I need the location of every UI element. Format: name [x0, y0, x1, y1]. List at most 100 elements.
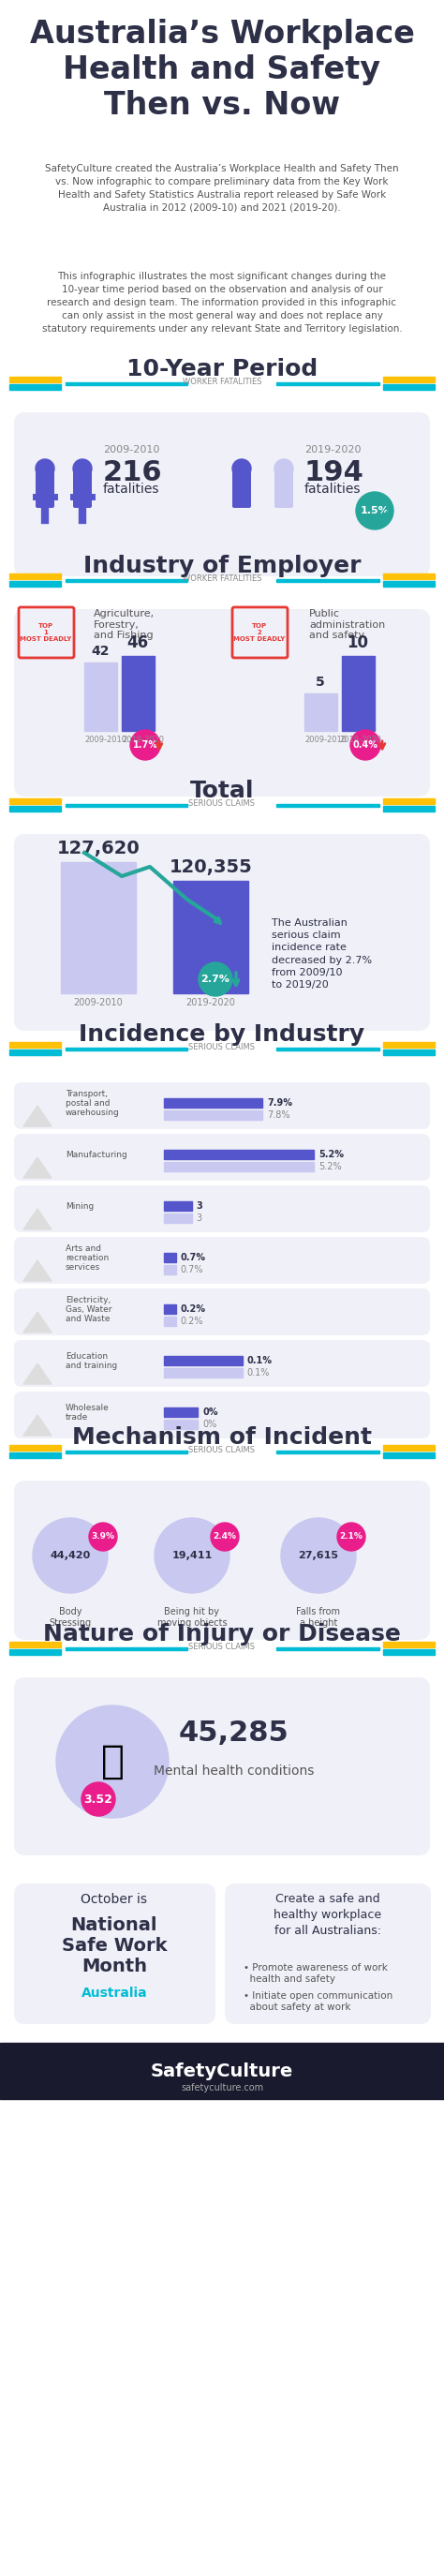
- Text: SERIOUS CLAIMS: SERIOUS CLAIMS: [189, 1043, 255, 1051]
- Text: Transport,
postal and
warehousing: Transport, postal and warehousing: [66, 1090, 120, 1118]
- Circle shape: [73, 459, 92, 479]
- Text: fatalities: fatalities: [305, 482, 361, 495]
- Bar: [9, 384, 61, 389]
- Text: 2019-2020: 2019-2020: [186, 997, 235, 1007]
- Text: 5.2%: 5.2%: [318, 1162, 341, 1172]
- Text: WORKER FATALITIES: WORKER FATALITIES: [182, 379, 262, 386]
- Circle shape: [198, 963, 232, 997]
- Bar: [164, 1419, 198, 1430]
- Circle shape: [89, 1522, 117, 1551]
- Text: 2.7%: 2.7%: [201, 974, 230, 984]
- Text: 42: 42: [91, 644, 109, 657]
- Bar: [276, 1649, 379, 1651]
- Bar: [66, 580, 187, 582]
- Text: 0.4%: 0.4%: [353, 739, 378, 750]
- Bar: [9, 1649, 61, 1654]
- Bar: [9, 1445, 61, 1450]
- Text: Total: Total: [190, 781, 254, 801]
- Text: 2009-2010: 2009-2010: [84, 737, 127, 744]
- Bar: [173, 881, 248, 994]
- FancyBboxPatch shape: [14, 412, 430, 577]
- Text: 5: 5: [316, 675, 325, 688]
- Bar: [9, 1453, 61, 1458]
- Text: Body
Stressing: Body Stressing: [49, 1607, 91, 1628]
- Text: 216: 216: [103, 459, 163, 487]
- Text: 7.8%: 7.8%: [267, 1110, 290, 1121]
- Text: • Promote awareness of work
  health and safety: • Promote awareness of work health and s…: [244, 1963, 388, 1984]
- Text: SERIOUS CLAIMS: SERIOUS CLAIMS: [189, 1643, 255, 1651]
- Text: TOP
2
MOST DEADLY: TOP 2 MOST DEADLY: [234, 623, 285, 641]
- FancyBboxPatch shape: [14, 1236, 430, 1283]
- Text: Incidence by Industry: Incidence by Industry: [79, 1023, 365, 1046]
- Bar: [383, 799, 435, 804]
- Bar: [122, 657, 155, 732]
- FancyBboxPatch shape: [14, 1133, 430, 1180]
- Bar: [383, 806, 435, 811]
- Text: 1.7%: 1.7%: [133, 739, 158, 750]
- Circle shape: [356, 492, 393, 531]
- Bar: [383, 574, 435, 580]
- Bar: [164, 1265, 176, 1275]
- Text: National
Safe Work
Month: National Safe Work Month: [62, 1917, 167, 1976]
- Bar: [164, 1406, 198, 1417]
- Text: SafetyCulture created the Australia’s Workplace Health and Safety Then
vs. Now i: SafetyCulture created the Australia’s Wo…: [45, 165, 399, 214]
- Text: 3: 3: [196, 1200, 202, 1211]
- Bar: [164, 1316, 176, 1327]
- Bar: [276, 1048, 379, 1051]
- FancyBboxPatch shape: [225, 1883, 431, 2025]
- Text: 🧠: 🧠: [101, 1741, 124, 1783]
- Bar: [164, 1252, 176, 1262]
- Text: Manufacturing: Manufacturing: [66, 1151, 127, 1159]
- Polygon shape: [24, 1363, 52, 1383]
- Bar: [9, 1641, 61, 1649]
- Text: Electricity,
Gas, Water
and Waste: Electricity, Gas, Water and Waste: [66, 1296, 112, 1324]
- Text: 5.2%: 5.2%: [318, 1149, 344, 1159]
- Circle shape: [350, 729, 381, 760]
- FancyBboxPatch shape: [274, 471, 293, 507]
- Bar: [66, 804, 187, 806]
- FancyBboxPatch shape: [14, 1185, 430, 1231]
- Bar: [164, 1355, 242, 1365]
- Text: 2009-2010: 2009-2010: [74, 997, 123, 1007]
- Bar: [164, 1162, 314, 1172]
- Bar: [66, 1649, 187, 1651]
- Text: Agriculture,
Forestry,
and Fishing: Agriculture, Forestry, and Fishing: [94, 608, 155, 641]
- FancyBboxPatch shape: [14, 1340, 430, 1386]
- Bar: [342, 657, 375, 732]
- Circle shape: [82, 1783, 115, 1816]
- Text: Wholesale
trade: Wholesale trade: [66, 1404, 109, 1422]
- Text: 0.1%: 0.1%: [247, 1368, 270, 1378]
- Circle shape: [33, 1517, 108, 1592]
- Text: 46: 46: [127, 634, 149, 652]
- Bar: [383, 582, 435, 587]
- Bar: [164, 1110, 262, 1121]
- Text: 19,411: 19,411: [172, 1551, 212, 1561]
- Text: 7.9%: 7.9%: [267, 1097, 292, 1108]
- Text: Mental health conditions: Mental health conditions: [154, 1765, 314, 1777]
- Text: Mining: Mining: [66, 1203, 94, 1211]
- Polygon shape: [24, 1157, 52, 1177]
- Bar: [164, 1097, 262, 1108]
- Text: 120,355: 120,355: [169, 858, 252, 876]
- Text: 2.1%: 2.1%: [340, 1533, 363, 1540]
- Polygon shape: [24, 1208, 52, 1229]
- Text: 2019-2020: 2019-2020: [339, 737, 381, 744]
- FancyBboxPatch shape: [36, 471, 54, 507]
- Text: SERIOUS CLAIMS: SERIOUS CLAIMS: [189, 799, 255, 809]
- Text: Australia: Australia: [81, 1986, 147, 1999]
- Text: 2.4%: 2.4%: [213, 1533, 237, 1540]
- FancyBboxPatch shape: [14, 835, 430, 1030]
- Bar: [383, 1649, 435, 1654]
- Bar: [276, 1450, 379, 1453]
- Circle shape: [274, 459, 293, 479]
- Text: 45,285: 45,285: [179, 1721, 289, 1747]
- Text: SafetyCulture: SafetyCulture: [151, 2061, 293, 2079]
- Text: This infographic illustrates the most significant changes during the
10-year tim: This infographic illustrates the most si…: [42, 270, 402, 335]
- FancyBboxPatch shape: [73, 471, 92, 507]
- Text: 10: 10: [347, 634, 369, 652]
- Bar: [164, 1200, 191, 1211]
- Text: Public
administration
and safety: Public administration and safety: [309, 608, 385, 641]
- Text: 0.7%: 0.7%: [180, 1252, 206, 1262]
- Circle shape: [337, 1522, 365, 1551]
- Polygon shape: [24, 1260, 52, 1280]
